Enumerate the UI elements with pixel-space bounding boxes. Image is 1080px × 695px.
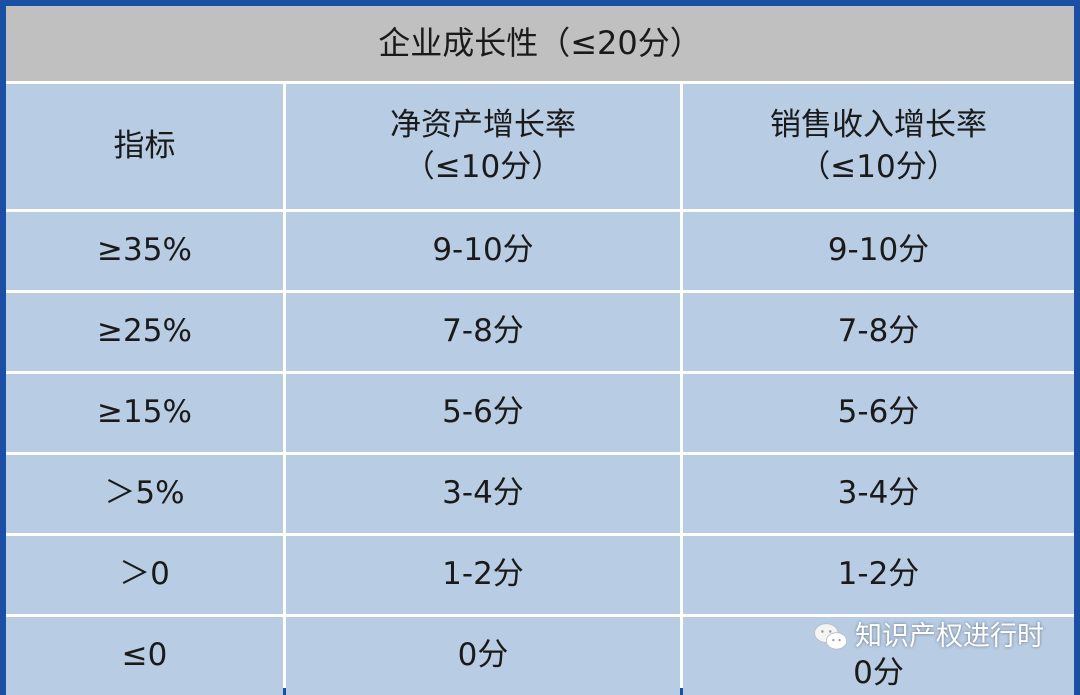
- header-net-assets-max: （≤10分）: [403, 148, 563, 185]
- row-sales: 7-8分: [683, 293, 1074, 371]
- row-sales: 知识产权进行时 0分: [683, 617, 1074, 695]
- row-net-assets: 9-10分: [286, 212, 680, 290]
- row-sales: 9-10分: [683, 212, 1074, 290]
- row-sales: 5-6分: [683, 374, 1074, 452]
- row-net-assets: 3-4分: [286, 455, 680, 533]
- row-indicator: ＞0: [6, 536, 283, 614]
- watermark-text: 知识产权进行时: [855, 621, 1044, 652]
- row-indicator: ≥35%: [6, 212, 283, 290]
- header-sales-max: （≤10分）: [799, 148, 958, 185]
- header-sales: 销售收入增长率 （≤10分）: [683, 84, 1074, 209]
- header-sales-label: 销售收入增长率: [770, 106, 987, 143]
- row-net-assets: 1-2分: [286, 536, 680, 614]
- row-sales-value: 0分: [853, 655, 904, 691]
- row-sales: 3-4分: [683, 455, 1074, 533]
- header-net-assets-label: 净资产增长率: [390, 106, 576, 143]
- row-indicator: ≥15%: [6, 374, 283, 452]
- row-indicator: ≤0: [6, 617, 283, 695]
- row-net-assets: 5-6分: [286, 374, 680, 452]
- row-net-assets: 7-8分: [286, 293, 680, 371]
- wechat-icon: [814, 623, 848, 650]
- table-title: 企业成长性（≤20分）: [6, 6, 1074, 81]
- row-net-assets: 0分: [286, 617, 680, 695]
- row-indicator: ＞5%: [6, 455, 283, 533]
- row-sales: 1-2分: [683, 536, 1074, 614]
- header-indicator: 指标: [6, 84, 283, 209]
- row-indicator: ≥25%: [6, 293, 283, 371]
- growth-score-table: 企业成长性（≤20分） 指标 净资产增长率 （≤10分） 销售收入增长率 （≤10分…: [6, 6, 1074, 695]
- watermark: 知识产权进行时: [683, 621, 1074, 653]
- header-net-assets: 净资产增长率 （≤10分）: [286, 84, 680, 209]
